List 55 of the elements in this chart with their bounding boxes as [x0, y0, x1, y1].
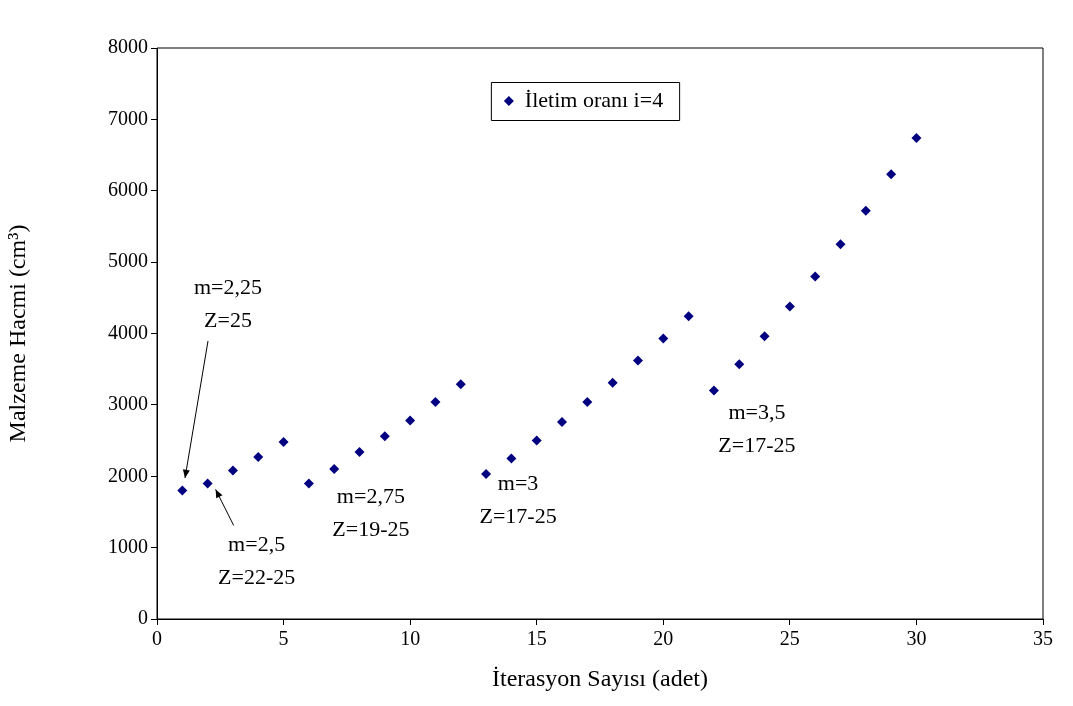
point: [303, 478, 314, 489]
point: [379, 431, 390, 442]
annotation: m=2,25 Z=25: [193, 273, 263, 332]
x-tick-label: 5: [278, 627, 289, 650]
point: [759, 331, 770, 342]
point: [354, 446, 365, 457]
annotation: m=2,75 Z=19-25: [332, 483, 410, 542]
y-tick-label: 0: [138, 606, 148, 629]
y-tick-label: 4000: [108, 320, 148, 343]
point: [430, 397, 441, 408]
point: [658, 333, 669, 344]
x-tick-label: 10: [400, 627, 421, 650]
point: [455, 379, 466, 390]
point: [177, 485, 188, 496]
legend-label: İletim oranı i=4: [524, 86, 664, 112]
point: [810, 271, 821, 282]
point: [531, 435, 542, 446]
y-tick-label: 3000: [108, 392, 148, 415]
y-tick-label: 1000: [108, 534, 148, 557]
point: [582, 397, 593, 408]
point: [202, 478, 213, 489]
y-tick-label: 2000: [108, 463, 148, 486]
point: [607, 377, 618, 388]
point: [632, 355, 643, 366]
point: [481, 469, 492, 480]
annotation: m=3 Z=17-25: [479, 469, 557, 528]
y-axis-title: Malzeme Hacmi (cm³): [3, 224, 30, 443]
point: [253, 451, 264, 462]
x-tick-label: 20: [653, 627, 674, 650]
annotation: m=3,5 Z=17-25: [718, 399, 796, 458]
point: [329, 464, 340, 475]
x-tick-label: 30: [906, 627, 927, 650]
point: [835, 239, 846, 250]
x-axis-title: İterasyon Sayısı (adet): [492, 664, 708, 691]
point: [227, 465, 238, 476]
point: [405, 415, 416, 426]
point: [860, 205, 871, 216]
point: [506, 453, 517, 464]
point: [557, 417, 568, 428]
y-tick-label: 6000: [108, 178, 148, 200]
annotation: m=2,5 Z=22-25: [218, 531, 296, 590]
x-tick-label: 0: [152, 627, 162, 650]
point: [278, 436, 289, 447]
point: [784, 301, 795, 312]
x-tick-label: 15: [526, 627, 547, 650]
y-tick-label: 7000: [108, 106, 148, 129]
point: [683, 311, 694, 322]
point: [734, 359, 745, 370]
point: [708, 385, 719, 396]
y-tick-label: 8000: [108, 35, 148, 58]
x-tick-label: 35: [1033, 627, 1053, 650]
y-tick-label: 5000: [108, 249, 148, 272]
point: [886, 169, 897, 180]
x-tick-label: 25: [779, 627, 800, 650]
point: [911, 132, 922, 143]
